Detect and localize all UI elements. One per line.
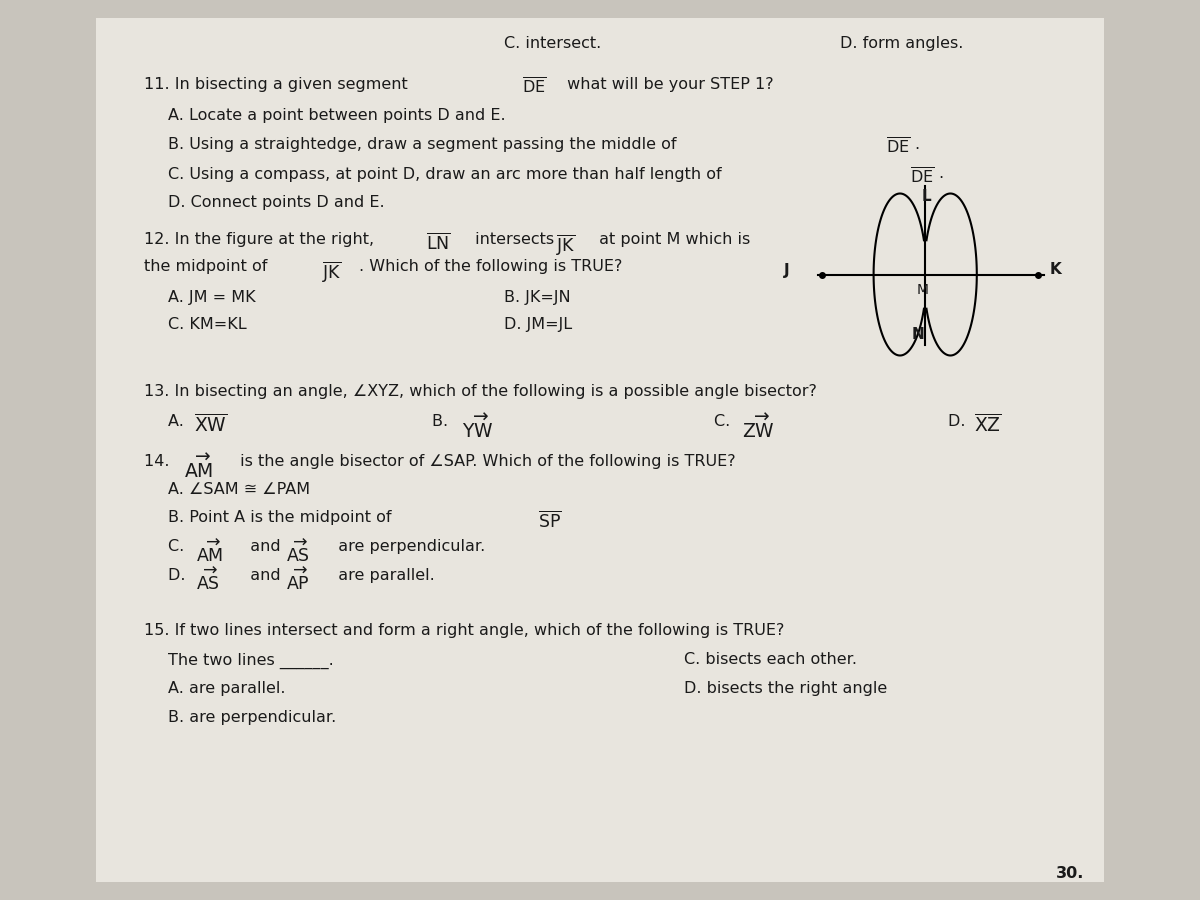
Text: D. JM=JL: D. JM=JL (504, 317, 572, 332)
Text: $\overrightarrow{\mathrm{AP}}$: $\overrightarrow{\mathrm{AP}}$ (286, 568, 310, 594)
Text: D.: D. (168, 568, 196, 583)
Text: $\overline{\mathrm{JK}}$: $\overline{\mathrm{JK}}$ (322, 259, 341, 284)
Text: $\overline{\mathrm{XZ}}$: $\overline{\mathrm{XZ}}$ (974, 414, 1002, 436)
Text: B. Point A is the midpoint of: B. Point A is the midpoint of (168, 510, 402, 526)
Text: $\overrightarrow{\mathrm{YW}}$: $\overrightarrow{\mathrm{YW}}$ (462, 414, 493, 443)
Text: are perpendicular.: are perpendicular. (328, 539, 485, 554)
Text: 12. In the figure at the right,: 12. In the figure at the right, (144, 232, 384, 248)
Text: 30.: 30. (1056, 866, 1085, 881)
Text: B.: B. (432, 414, 458, 429)
Text: M: M (917, 284, 929, 298)
Text: .: . (938, 166, 943, 182)
Text: A. ∠SAM ≅ ∠PAM: A. ∠SAM ≅ ∠PAM (168, 482, 310, 498)
Text: A. JM = MK: A. JM = MK (168, 290, 256, 305)
Text: $\overline{\mathrm{SP}}$: $\overline{\mathrm{SP}}$ (538, 510, 562, 531)
Text: B. Using a straightedge, draw a segment passing the middle of: B. Using a straightedge, draw a segment … (168, 137, 682, 152)
Text: N: N (912, 327, 925, 342)
Text: $\overline{\mathrm{DE}}$: $\overline{\mathrm{DE}}$ (910, 166, 934, 186)
Text: C. bisects each other.: C. bisects each other. (684, 652, 857, 668)
Text: C.: C. (168, 539, 194, 554)
Text: $\overline{\mathrm{JK}}$: $\overline{\mathrm{JK}}$ (556, 232, 575, 257)
Text: intersects: intersects (470, 232, 559, 248)
Text: 14.: 14. (144, 454, 180, 469)
Text: the midpoint of: the midpoint of (144, 259, 272, 274)
Text: A.: A. (168, 414, 194, 429)
Text: D. Connect points D and E.: D. Connect points D and E. (168, 195, 385, 211)
Text: at point M which is: at point M which is (594, 232, 750, 248)
Text: C. Using a compass, at point D, draw an arc more than half length of: C. Using a compass, at point D, draw an … (168, 166, 727, 182)
Text: D. bisects the right angle: D. bisects the right angle (684, 681, 887, 697)
Text: 13. In bisecting an angle, ∠XYZ, which of the following is a possible angle bise: 13. In bisecting an angle, ∠XYZ, which o… (144, 384, 817, 400)
Text: is the angle bisector of ∠SAP. Which of the following is TRUE?: is the angle bisector of ∠SAP. Which of … (235, 454, 736, 469)
Text: $\overrightarrow{\mathrm{AS}}$: $\overrightarrow{\mathrm{AS}}$ (286, 539, 310, 565)
Text: J: J (784, 263, 790, 277)
Text: 11. In bisecting a given segment: 11. In bisecting a given segment (144, 76, 413, 92)
Text: $\overrightarrow{\mathrm{ZW}}$: $\overrightarrow{\mathrm{ZW}}$ (742, 414, 774, 443)
Text: are parallel.: are parallel. (328, 568, 434, 583)
Text: $\overrightarrow{\mathrm{AS}}$: $\overrightarrow{\mathrm{AS}}$ (196, 568, 220, 594)
Text: D. form angles.: D. form angles. (840, 36, 964, 51)
Text: C. KM=KL: C. KM=KL (168, 317, 247, 332)
Text: $\overline{\mathrm{DE}}$: $\overline{\mathrm{DE}}$ (886, 137, 910, 157)
Text: what will be your STEP 1?: what will be your STEP 1? (562, 76, 773, 92)
Text: 15. If two lines intersect and form a right angle, which of the following is TRU: 15. If two lines intersect and form a ri… (144, 623, 785, 638)
Text: $\overrightarrow{\mathrm{AM}}$: $\overrightarrow{\mathrm{AM}}$ (196, 539, 223, 565)
Text: L: L (922, 189, 931, 204)
Text: The two lines ______.: The two lines ______. (168, 652, 334, 669)
Text: and: and (240, 539, 290, 554)
Text: B. JK=JN: B. JK=JN (504, 290, 571, 305)
Text: . Which of the following is TRUE?: . Which of the following is TRUE? (359, 259, 622, 274)
Text: $\overline{\mathrm{LN}}$: $\overline{\mathrm{LN}}$ (426, 232, 451, 253)
Text: D.: D. (948, 414, 976, 429)
Text: A. Locate a point between points D and E.: A. Locate a point between points D and E… (168, 108, 505, 123)
Text: and: and (240, 568, 290, 583)
Text: A. are parallel.: A. are parallel. (168, 681, 286, 697)
Text: $\overline{\mathrm{XW}}$: $\overline{\mathrm{XW}}$ (194, 414, 228, 436)
Text: C.: C. (714, 414, 740, 429)
Text: K: K (1050, 263, 1062, 277)
Text: .: . (914, 137, 919, 152)
Text: C. intersect.: C. intersect. (504, 36, 601, 51)
Text: $\overrightarrow{\mathrm{AM}}$: $\overrightarrow{\mathrm{AM}}$ (184, 454, 212, 482)
Text: B. are perpendicular.: B. are perpendicular. (168, 710, 336, 725)
Text: $\overline{\mathrm{DE}}$: $\overline{\mathrm{DE}}$ (522, 76, 546, 96)
